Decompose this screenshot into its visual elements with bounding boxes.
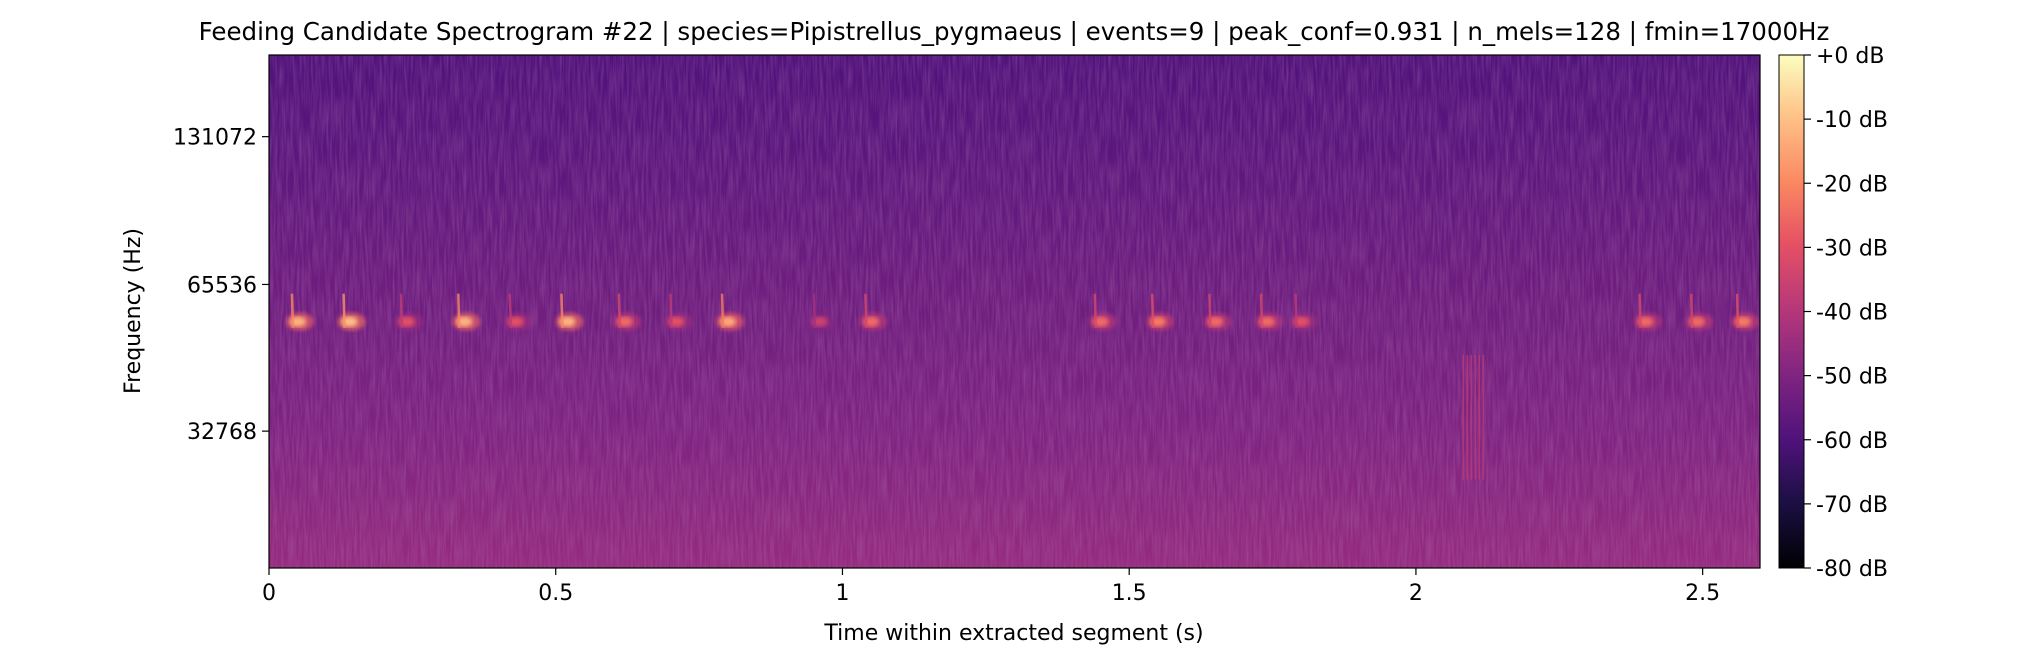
- x-tick-label: 0: [262, 581, 276, 606]
- call-sweep: [1093, 293, 1098, 328]
- call-event-11: [859, 293, 888, 331]
- colorbar-ticks: +0 dB -10 dB -20 dB -30 dB -40 dB -50 dB -60 d…: [1804, 44, 1888, 582]
- call-sweep: [508, 293, 513, 328]
- spectrogram-noise-texture: [269, 55, 1760, 568]
- call-event-14: [1203, 293, 1232, 331]
- y-tick-label: 32768: [187, 420, 257, 445]
- call-event-3: [394, 293, 423, 331]
- call-sweep: [720, 293, 725, 328]
- colorbar-tick-label: -70 dB: [1816, 493, 1888, 518]
- call-event-12: [1088, 293, 1117, 331]
- call-event-9: [716, 293, 745, 331]
- call-layer: [285, 293, 1760, 480]
- plot-area: [269, 55, 1760, 568]
- call-event-6: [555, 293, 584, 331]
- call-sweep: [864, 293, 868, 328]
- colorbar-tick-label: -40 dB: [1816, 301, 1888, 326]
- call-sweep: [399, 293, 404, 328]
- x-tick-label: 2.5: [1685, 581, 1720, 606]
- x-axis-label: Time within extracted segment (s): [823, 621, 1203, 646]
- call-event-15: [1255, 293, 1284, 331]
- call-event-18: [1685, 293, 1714, 331]
- call-sweep: [560, 293, 564, 328]
- colorbar-tick-label: -80 dB: [1816, 557, 1888, 582]
- call-sweep: [617, 293, 622, 328]
- y-axis-label: Frequency (Hz): [121, 228, 146, 394]
- call-event-8: [664, 293, 693, 331]
- call-sweep: [342, 293, 346, 328]
- call-sweep: [1294, 293, 1298, 328]
- call-sweep: [1638, 293, 1642, 328]
- call-event-13: [1146, 293, 1175, 331]
- y-axis: 32768 65536 131072: [173, 126, 269, 445]
- call-sweep: [1689, 293, 1694, 328]
- x-tick-label: 1: [835, 581, 849, 606]
- call-sweep: [1735, 293, 1740, 328]
- call-event-10: [807, 293, 836, 331]
- call-sweep: [1208, 293, 1212, 328]
- call-event-16: [1289, 293, 1318, 331]
- call-event-1: [285, 293, 314, 331]
- colorbar-tick-label: -50 dB: [1816, 365, 1888, 390]
- x-tick-label: 2: [1409, 581, 1423, 606]
- colorbar-tick-label: -10 dB: [1816, 108, 1888, 133]
- colorbar-tick-label: +0 dB: [1816, 44, 1884, 69]
- colorbar-tick-label: -20 dB: [1816, 172, 1888, 197]
- call-sweep: [669, 293, 673, 328]
- chart-title: Feeding Candidate Spectrogram #22 | spec…: [199, 17, 1830, 46]
- y-tick-label: 65536: [187, 273, 257, 298]
- plot-frame: [268, 54, 1761, 569]
- colorbar-tick-label: -30 dB: [1816, 236, 1888, 261]
- colorbar: +0 dB -10 dB -20 dB -30 dB -40 dB -50 dB -60 d…: [1778, 44, 1888, 582]
- call-event-7: [612, 293, 641, 331]
- call-event-17: [1633, 293, 1662, 331]
- colorbar-gradient: [1778, 54, 1805, 569]
- colorbar-tick-label: -60 dB: [1816, 429, 1888, 454]
- x-tick-label: 0.5: [538, 581, 573, 606]
- y-tick-label: 131072: [173, 126, 257, 151]
- call-sweep: [812, 293, 817, 328]
- call-event-2: [337, 293, 366, 331]
- x-tick-label: 1.5: [1112, 581, 1147, 606]
- call-sweep: [1259, 293, 1264, 328]
- call-sweep: [1150, 293, 1155, 328]
- broadband-event: [1462, 354, 1485, 480]
- call-sweep: [290, 293, 295, 328]
- call-event-5: [503, 293, 532, 331]
- x-axis: 0 0.5 1 1.5 2 2.5: [262, 568, 1720, 606]
- call-sweep: [456, 293, 461, 328]
- call-event-19: [1731, 293, 1760, 331]
- call-event-4: [452, 293, 481, 331]
